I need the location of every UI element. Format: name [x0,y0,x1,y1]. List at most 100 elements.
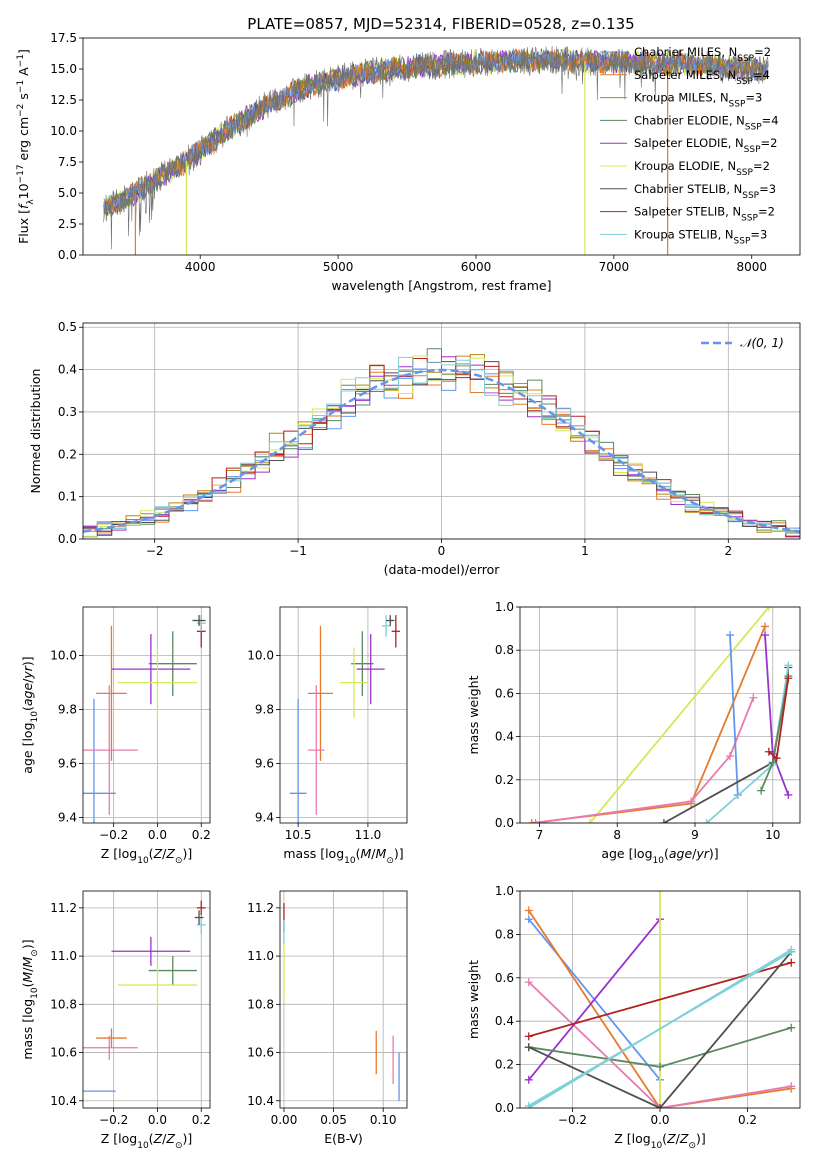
point-marker [659,819,668,823]
x-tick-label: 11.0 [355,828,382,842]
legend-entry: Chabrier MILES, NSSP=2 [634,45,771,64]
series-line [729,635,739,795]
point-marker [524,906,533,915]
point-marker [524,1075,533,1084]
y-tick-label: 9.8 [255,703,274,717]
x-axis-label: Z [log10(Z/Z⊙)] [614,1131,706,1151]
point-marker [726,631,734,640]
grid [83,891,210,1108]
y-tick-label: 9.6 [255,757,274,771]
y-axis-label: mass [log10(M/M⊙)] [20,939,40,1059]
grid [280,607,407,823]
histogram-step [83,361,800,534]
y-axis-label: age [log10(age/yr)] [20,656,40,773]
y-tick-label: 0.6 [495,971,514,985]
legend-entry: Salpeter MILES, NSSP=4 [634,68,770,87]
y-tick-label: 10.6 [50,1046,77,1060]
legend: Chabrier MILES, NSSP=2 Salpeter MILES, NS… [600,45,779,246]
plot-area [289,615,401,823]
y-axis-label: mass weight [466,675,481,754]
y-tick-label: 1.0 [495,884,514,898]
x-tick-label: −2 [146,544,164,558]
x-tick-label: 8000 [736,260,767,274]
series-line [663,667,790,823]
x-tick-label: 0 [438,544,446,558]
y-tick-label: 0.2 [58,447,77,461]
y-tick-label: 12.5 [50,93,77,107]
point-marker [768,758,777,767]
point-marker [764,607,773,611]
plot-area [83,348,800,538]
x-axis-label: mass [log10(M/M⊙)] [283,846,403,866]
x-tick-label: 0.2 [738,1113,757,1127]
y-tick-label: 11.0 [247,949,274,963]
x-tick-label: 10.5 [285,828,312,842]
histogram-step [83,356,800,534]
observed-spectrum [103,45,769,250]
point-marker [761,622,769,631]
x-axis-label: Z [log10(Z/Z⊙)] [101,1131,193,1151]
y-tick-label: 5.0 [58,186,77,200]
y-tick-label: 10.4 [50,1094,77,1108]
y-tick-label: 15.0 [50,62,77,76]
point-marker [524,1043,533,1052]
legend-entry: Salpeter STELIB, NSSP=2 [634,205,775,224]
point-marker [702,819,711,823]
y-tick-label: 9.8 [58,703,77,717]
histogram-step [83,356,800,538]
y-tick-label: 10.4 [247,1094,274,1108]
plot-area [83,615,206,823]
series-line [528,951,792,1108]
x-axis-label: (data-model)/error [384,562,501,577]
normal-curve [83,368,800,533]
x-axis-label: Z [log10(Z/Z⊙)] [101,846,193,866]
y-tick-label: 0.1 [58,490,77,504]
residual-histogram-panel: −2 −1 0 1 2 0.0 0.1 0.2 0.3 0.4 0.5 𝒩(0, 1) (data-mo… [28,320,801,577]
point-marker [726,752,734,761]
series-line [589,607,770,823]
series-line [535,697,755,823]
x-tick-label: 6000 [461,260,492,274]
plot-area [83,900,206,1092]
y-tick-label: 0.8 [495,927,514,941]
y-tick-label: 2.5 [58,217,77,231]
figure-title: PLATE=0857, MJD=52314, FIBERID=0528, z=0… [247,15,634,33]
y-tick-label: 10.8 [50,997,77,1011]
x-tick-label: 5000 [323,260,354,274]
y-tick-label: 0.0 [58,248,77,262]
point-marker [524,1032,533,1041]
x-tick-label: 1 [581,544,589,558]
plot-area [527,607,793,823]
axes-frame [82,606,211,824]
axes-frame [82,37,801,256]
y-tick-label: 0.3 [58,405,77,419]
x-tick-label: −0.2 [558,1113,587,1127]
legend-entry: Kroupa STELIB, NSSP=3 [634,227,767,246]
point-marker [524,915,533,924]
y-axis-label: Normed distribution [28,369,43,494]
axes-frame [519,606,801,824]
x-tick-label: 2 [724,544,732,558]
point-marker [749,693,758,702]
x-axis-label: wavelength [Angstrom, rest frame] [331,278,551,293]
series-line [531,626,766,823]
legend-entry: Salpeter ELODIE, NSSP=2 [634,136,777,155]
x-tick-label: 0.2 [192,828,211,842]
point-marker [524,1101,533,1108]
x-tick-label: 0.10 [370,1113,397,1127]
point-marker [787,1082,796,1091]
massweight-vs-metallicity-panel: −0.2 0.0 0.2 0.0 0.2 0.4 0.6 0.8 1.0 Z [log10(Z/Z… [466,884,801,1151]
y-tick-label: 9.6 [58,757,77,771]
y-axis-label: mass weight [466,960,481,1039]
y-tick-label: 0.8 [495,643,514,657]
y-tick-label: 0.4 [495,730,514,744]
legend-entry: Kroupa MILES, NSSP=3 [634,91,762,110]
point-marker [787,947,796,956]
y-tick-label: 0.5 [58,320,77,334]
point-marker [531,819,540,823]
point-marker [764,747,773,756]
x-axis-label: age [log10(age/yr)] [601,846,718,866]
y-tick-label: 10.0 [247,649,274,663]
grid [83,607,210,823]
